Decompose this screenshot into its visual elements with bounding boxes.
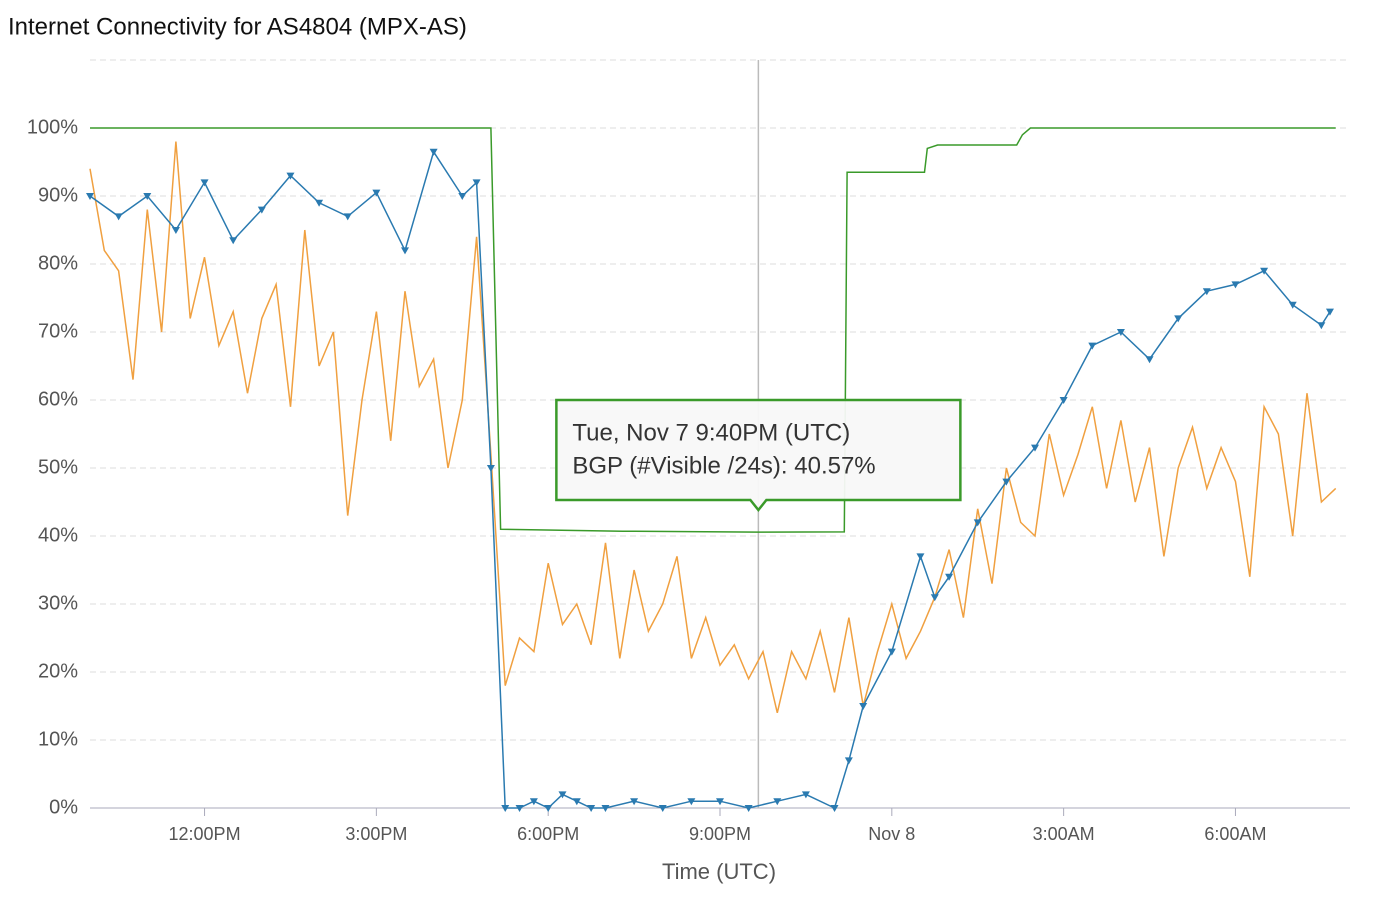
series-line <box>90 127 1336 533</box>
point-marker <box>687 798 696 806</box>
point-marker <box>587 805 596 812</box>
point-marker <box>1288 301 1297 309</box>
point-marker <box>343 213 352 221</box>
x-tick-label: Nov 8 <box>868 824 915 844</box>
point-marker <box>114 213 123 221</box>
y-tick-label: 40% <box>38 524 78 546</box>
point-marker <box>1116 329 1125 336</box>
y-tick-label: 60% <box>38 388 78 410</box>
point-marker <box>859 703 868 710</box>
y-tick-label: 20% <box>38 660 78 682</box>
point-marker <box>887 648 896 656</box>
point-marker <box>229 237 238 245</box>
point-marker <box>1231 281 1240 289</box>
y-tick-label: 30% <box>38 592 78 614</box>
tooltip: Tue, Nov 7 9:40PM (UTC) BGP (#Visible /24… <box>555 398 962 513</box>
point-marker <box>916 553 925 561</box>
point-marker <box>1031 444 1039 452</box>
point-marker <box>658 805 667 812</box>
point-marker <box>630 798 639 806</box>
point-marker <box>257 206 266 214</box>
point-marker <box>945 573 954 581</box>
point-marker <box>315 199 324 207</box>
point-marker <box>1174 315 1183 323</box>
y-tick-label: 70% <box>38 320 78 342</box>
point-marker <box>601 805 610 812</box>
point-marker <box>429 148 438 156</box>
y-tick-label: 0% <box>49 796 78 818</box>
point-marker <box>171 227 180 234</box>
x-axis-title: Time (UTC) <box>662 859 776 884</box>
tooltip-text: BGP (#Visible /24s): 40.57% <box>572 452 875 479</box>
point-marker <box>401 247 409 255</box>
point-marker <box>558 791 567 799</box>
point-marker <box>1088 342 1097 350</box>
x-tick-label: 3:00PM <box>345 824 407 844</box>
point-marker <box>143 193 152 200</box>
point-marker <box>472 179 481 187</box>
point-marker <box>1260 267 1269 275</box>
x-tick-label: 12:00PM <box>169 824 241 844</box>
y-tick-label: 80% <box>38 252 78 274</box>
point-marker <box>372 189 381 197</box>
x-tick-label: 9:00PM <box>689 824 751 844</box>
point-marker <box>458 193 467 200</box>
y-tick-label: 50% <box>38 456 78 478</box>
point-marker <box>773 798 782 806</box>
point-marker <box>486 465 495 472</box>
x-tick-label: 6:00AM <box>1204 824 1266 844</box>
point-marker <box>844 757 853 765</box>
point-marker <box>501 805 510 812</box>
point-marker <box>286 172 295 180</box>
point-marker <box>973 519 982 527</box>
point-marker <box>801 791 810 799</box>
point-marker <box>744 805 753 812</box>
point-marker <box>1317 322 1326 330</box>
chart-title: Internet Connectivity for AS4804 (MPX-AS… <box>8 13 467 40</box>
point-marker <box>1145 356 1154 364</box>
point-marker <box>572 798 581 806</box>
point-marker <box>529 798 538 806</box>
series-line <box>89 141 1337 713</box>
tooltip-box <box>555 398 962 513</box>
point-marker <box>515 805 524 812</box>
point-marker <box>1325 308 1334 316</box>
point-marker <box>200 179 209 187</box>
y-tick-label: 10% <box>38 728 78 750</box>
x-tick-label: 3:00AM <box>1033 824 1095 844</box>
y-tick-label: 100% <box>27 116 78 138</box>
point-marker <box>544 805 553 812</box>
y-tick-label: 90% <box>38 184 78 206</box>
point-marker <box>1202 288 1211 296</box>
series-line <box>89 150 1331 810</box>
point-marker <box>1002 478 1011 486</box>
point-marker <box>1059 397 1068 404</box>
point-marker <box>830 805 839 812</box>
x-tick-label: 6:00PM <box>517 824 579 844</box>
point-marker <box>930 594 939 602</box>
point-marker <box>716 798 724 806</box>
tooltip-date: Tue, Nov 7 9:40PM (UTC) <box>572 419 850 446</box>
point-marker <box>86 193 94 200</box>
